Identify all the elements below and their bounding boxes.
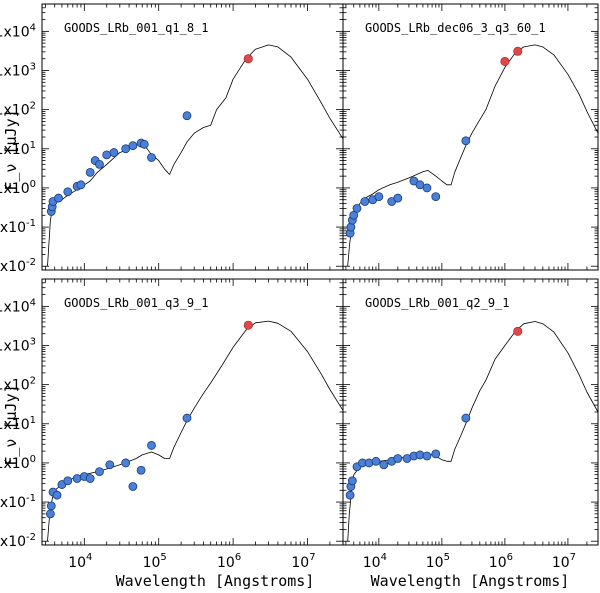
photometry-point [121, 144, 131, 154]
photometry-point [347, 476, 357, 486]
photometry-point [72, 474, 82, 483]
fir-point [243, 320, 253, 330]
y-tick-label: 1x101 [0, 140, 36, 158]
photometry-point [352, 203, 362, 213]
photometry-point [422, 183, 432, 193]
photometry-point [54, 193, 63, 203]
x-tick-label: 105 [143, 552, 167, 571]
photometry-point [76, 180, 86, 190]
photometry-point [422, 451, 432, 461]
panel-4: 104 105 106 107 GOODS_LRb_001_q2_9_1 [342, 278, 599, 571]
y-tick-label: 1x101 [0, 415, 36, 433]
photometry-point [431, 192, 441, 202]
photometry-point [431, 449, 441, 459]
photometry-point [182, 413, 192, 423]
sed-model-curve [347, 44, 599, 267]
photometry-point [95, 467, 104, 477]
photometry-point [63, 187, 73, 197]
panel-frame [41, 278, 344, 546]
photometry-point [345, 490, 355, 500]
photometry-point [147, 441, 156, 450]
photometry-point [461, 136, 471, 146]
fir-point [513, 326, 523, 336]
panel-frame [342, 3, 599, 271]
y-tick-label: 1x103 [0, 62, 36, 80]
photometry-point [379, 460, 389, 470]
photometry-point [147, 153, 156, 162]
photometry-point [52, 490, 62, 500]
photometry-point [128, 141, 138, 151]
x-tick-label: 107 [552, 552, 576, 571]
x-tick-label: 106 [489, 552, 513, 571]
x-axis-title-right: Wavelength [Angstroms] [371, 572, 570, 590]
photometry-point [85, 167, 95, 177]
y-tick-label: 1x102 [0, 376, 36, 394]
x-tick-label: 105 [426, 552, 450, 571]
x-tick-label: 106 [217, 552, 241, 571]
photometry-point [371, 456, 381, 466]
photometry-point [139, 139, 149, 149]
photometry-point [360, 197, 370, 206]
x-tick-label: 104 [68, 552, 92, 571]
y-tick-label: 1x103 [0, 337, 36, 355]
x-tick-label: 104 [363, 552, 387, 571]
y-axis-title-bottom: F_ν [μJy] [2, 384, 20, 465]
photometry-point [105, 460, 115, 470]
photometry-point [374, 192, 384, 202]
panel-title: GOODS_LRb_001_q1_8_1 [64, 21, 209, 35]
panel-2: GOODS_LRb_dec06_3_q3_60_1 [342, 3, 599, 271]
fir-point [513, 46, 523, 56]
photometry-point [46, 501, 56, 511]
fir-point [500, 56, 510, 66]
sed-model-curve [47, 320, 344, 542]
photometry-point [85, 474, 95, 483]
photometry-point [128, 482, 138, 491]
photometry-point [109, 148, 119, 157]
photometry-point [95, 159, 104, 169]
panel-title: GOODS_LRb_dec06_3_q3_60_1 [365, 21, 546, 35]
photometry-point [63, 476, 73, 486]
photometry-point [45, 509, 55, 519]
y-axis-title-top: F_ν [μJy] [2, 109, 20, 190]
photometry-point [393, 193, 403, 203]
panel-frame [41, 3, 344, 271]
photometry-point [461, 413, 471, 423]
x-tick-label: 107 [291, 552, 315, 571]
panel-title: GOODS_LRb_001_q3_9_1 [64, 296, 209, 310]
photometry-point [121, 458, 131, 468]
photometry-point [182, 111, 192, 121]
sed-model-curve [347, 321, 599, 542]
panel-title: GOODS_LRb_001_q2_9_1 [365, 296, 510, 310]
y-tick-label: 1x102 [0, 101, 36, 119]
fir-point [243, 54, 253, 64]
photometry-point [393, 454, 403, 463]
sed-model-curve [47, 44, 344, 267]
photometry-point [136, 465, 146, 475]
x-axis-title-left: Wavelength [Angstroms] [116, 572, 315, 590]
photometry-point [102, 150, 112, 160]
